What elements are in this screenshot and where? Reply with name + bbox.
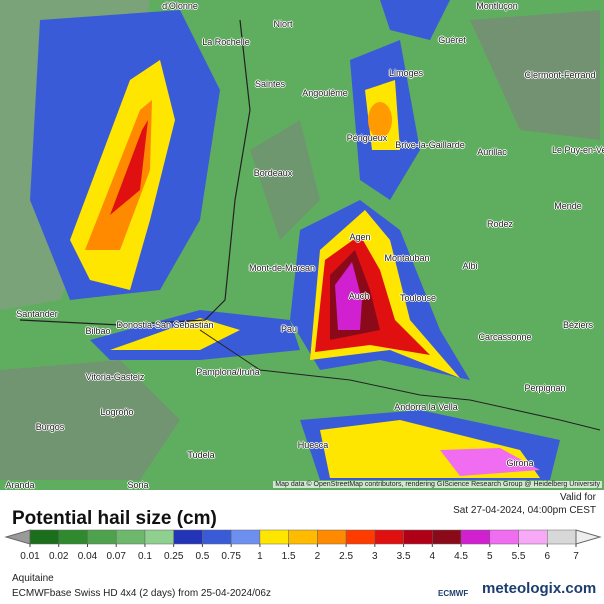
colorbar-label: 0.01 — [20, 551, 40, 562]
city-label: Pau — [280, 324, 298, 334]
brand: meteologix.com — [482, 580, 597, 597]
map — [0, 0, 604, 490]
city-label: Carcassonne — [478, 332, 532, 342]
city-label: Toulouse — [399, 293, 437, 303]
city-label: Tudela — [187, 450, 215, 460]
colorbar-segment — [518, 529, 548, 545]
city-label: La Rochelle — [202, 37, 250, 47]
region: Aquitaine — [12, 573, 54, 584]
city-label: Vitoria-Gasteiz — [85, 372, 145, 382]
attribution: Map data © OpenStreetMap contributors, r… — [273, 481, 602, 488]
colorbar-segment — [87, 529, 117, 545]
colorbar-label: 2.5 — [339, 551, 353, 562]
city-label: Andorra la Vella — [394, 402, 458, 412]
colorbar-label: 1 — [257, 551, 263, 562]
colorbar-segment — [230, 529, 261, 545]
city-label: Rodez — [486, 219, 514, 229]
colorbar-segment — [173, 529, 203, 545]
city-label: Guéret — [438, 35, 466, 45]
city-label: Niort — [273, 19, 293, 29]
colorbar-segment — [432, 529, 462, 545]
city-label: Montauban — [384, 253, 430, 263]
city-label: Aurillac — [477, 147, 507, 157]
city-label: Albi — [462, 261, 478, 271]
colorbar-label: 4 — [430, 551, 436, 562]
city-label: Bordeaux — [253, 168, 293, 178]
city-label: Clermont-Ferrand — [524, 70, 596, 80]
colorbar-segment — [144, 529, 174, 545]
colorbar-arrow — [4, 529, 31, 545]
valid-label: Valid for — [560, 492, 596, 503]
city-label: Soria — [127, 480, 149, 490]
colorbar-segment — [58, 529, 88, 545]
city-label: Mont-de-Marsan — [248, 263, 316, 273]
colorbar-label: 3 — [372, 551, 378, 562]
colorbar-label: 1.5 — [282, 551, 296, 562]
colorbar-label: 6 — [544, 551, 550, 562]
city-label: Santander — [16, 309, 58, 319]
city-label: Montluçon — [476, 1, 518, 11]
colorbar-label: 2 — [315, 551, 321, 562]
colorbar-segment — [29, 529, 59, 545]
colorbar-label: 7 — [573, 551, 579, 562]
colorbar-segment — [288, 529, 318, 545]
city-label: Saintes — [254, 79, 286, 89]
colorbar-label: 4.5 — [454, 551, 468, 562]
city-label: Huesca — [297, 440, 329, 450]
city-label: Perpignan — [524, 383, 566, 393]
colorbar-label: 5 — [487, 551, 493, 562]
city-label: Burgos — [35, 422, 65, 432]
colorbar-segment — [317, 529, 347, 545]
city-label: Pamplona/Iruña — [196, 367, 260, 377]
colorbar: 0.01 0.02 0.04 0.07 0.1 0.25 0.5 0.75 1 1.5 2 2.5 3 3… — [4, 529, 602, 562]
city-label: Bilbao — [85, 326, 111, 336]
colorbar-segment — [259, 529, 289, 545]
city-label: Périgueux — [346, 133, 388, 143]
city-label: Girona — [506, 458, 534, 468]
colorbar-label: 0.5 — [195, 551, 209, 562]
colorbar-segment — [345, 529, 376, 545]
colorbar-segment — [460, 529, 491, 545]
city-label: Auch — [348, 291, 370, 301]
colorbar-label: 0.07 — [106, 551, 126, 562]
legend-title: Potential hail size (cm) — [12, 508, 217, 529]
city-label: Logroño — [100, 407, 134, 417]
ecmwf-logo: ECMWF — [438, 589, 469, 598]
city-label: Angoulême — [302, 88, 348, 98]
colorbar-label: 0.25 — [164, 551, 184, 562]
city-label: Agen — [349, 232, 371, 242]
colorbar-arrow — [575, 529, 602, 545]
model-run: ECMWFbase Swiss HD 4x4 (2 days) from 25-… — [12, 588, 271, 599]
colorbar-segment — [115, 529, 146, 545]
colorbar-segment — [403, 529, 433, 545]
city-label: Mende — [554, 201, 582, 211]
city-label: Limoges — [388, 68, 424, 78]
colorbar-label: 0.75 — [221, 551, 241, 562]
colorbar-segment — [374, 529, 404, 545]
colorbar-label: 0.02 — [49, 551, 69, 562]
city-label: Aranda — [5, 480, 35, 490]
city-label: d'Olonne — [162, 1, 198, 11]
city-label: Donostia-San Sebastián — [116, 320, 214, 330]
valid-time: Sat 27-04-2024, 04:00pm CEST — [453, 505, 596, 516]
colorbar-segment — [547, 529, 577, 545]
city-label: Le Puy-en-Velay — [551, 145, 604, 155]
colorbar-label: 0.04 — [78, 551, 98, 562]
colorbar-segment — [489, 529, 519, 545]
city-label: Brive-la-Gaillarde — [395, 140, 465, 150]
colorbar-label: 5.5 — [512, 551, 526, 562]
colorbar-segment — [202, 529, 232, 545]
city-label: Béziers — [562, 320, 594, 330]
colorbar-label: 0.1 — [138, 551, 152, 562]
colorbar-label: 3.5 — [397, 551, 411, 562]
